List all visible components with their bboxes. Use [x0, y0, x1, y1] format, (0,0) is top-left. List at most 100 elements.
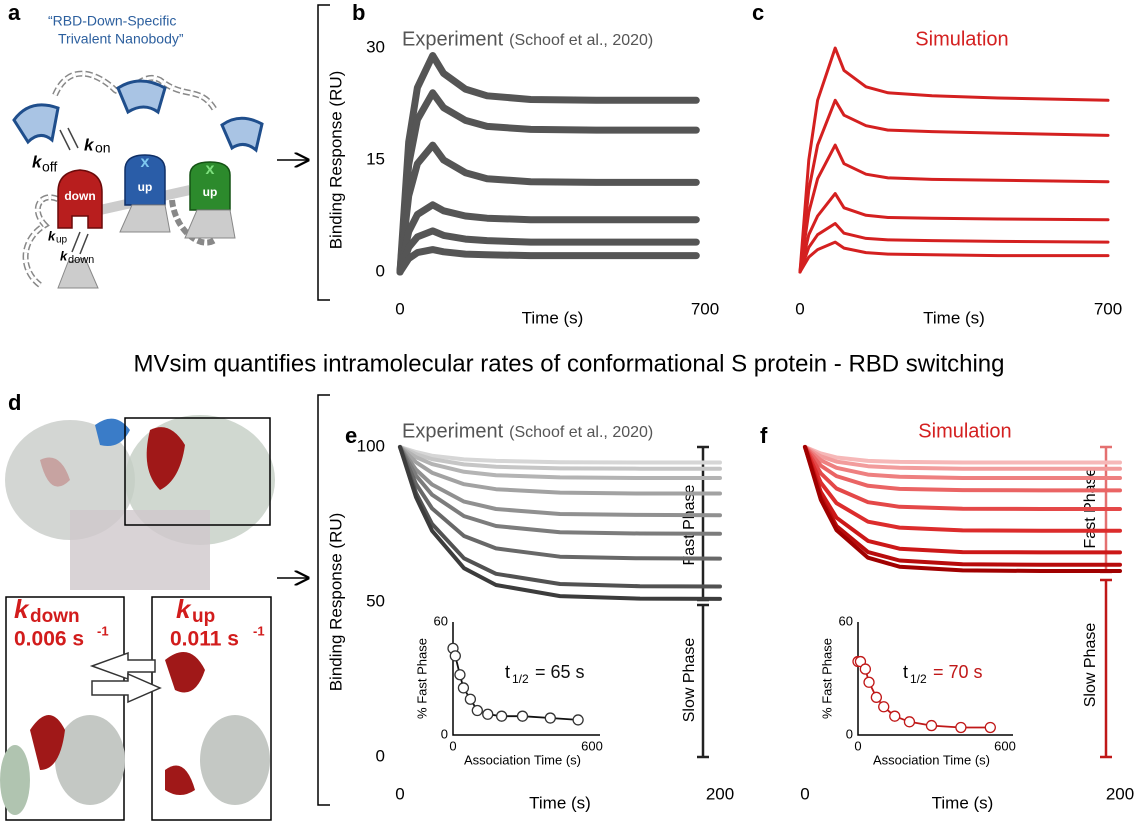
data-line [798, 222, 1110, 274]
y-tick-label: 15 [366, 149, 385, 168]
inset-background [408, 614, 612, 782]
slow-phase-label: Slow Phase [1082, 623, 1099, 708]
x-tick-label: 0 [795, 299, 804, 318]
rate-sub: on [95, 140, 111, 156]
rate-sub: up [56, 235, 68, 246]
data-point [516, 710, 529, 722]
data-point [495, 710, 508, 722]
rate-k: k [48, 228, 56, 243]
x-axis-label: Time (s) [932, 793, 994, 812]
rate-exp: -1 [97, 623, 109, 638]
rate-sub: off [42, 159, 57, 175]
y-tick-label: 100 [357, 436, 385, 455]
chart-title: Simulation [915, 28, 1008, 50]
data-point [449, 650, 461, 662]
x-axis-label: Association Time (s) [873, 752, 990, 767]
bound-mark: x [206, 161, 215, 178]
rate-k: k [176, 594, 192, 624]
data-line [398, 445, 722, 601]
data-point [454, 669, 466, 681]
data-point [464, 693, 477, 705]
data-line [398, 445, 722, 465]
data-line [398, 445, 722, 471]
nanobody-diagram [12, 70, 264, 289]
annotation: 1/2 [512, 672, 529, 686]
annotation: = 65 s [535, 662, 585, 682]
chart-title: Experiment [402, 28, 504, 50]
domain-label: up [138, 180, 153, 194]
data-line [798, 46, 1110, 274]
rate-sub: down [68, 254, 94, 266]
panel-label: c [752, 0, 764, 25]
data-point [889, 710, 901, 722]
panel-label: a [8, 0, 21, 25]
chart-subtitle: (Schoof et al., 2020) [509, 424, 653, 441]
chart-subtitle: (Schoof et al., 2020) [509, 32, 653, 49]
data-point [984, 721, 996, 734]
x-axis-label: Time (s) [529, 793, 591, 812]
x-tick-label: 0 [449, 738, 456, 753]
bracket [317, 394, 330, 806]
panel-label: b [352, 0, 365, 25]
x-tick-label: 600 [994, 738, 1016, 753]
x-axis-label: Time (s) [923, 308, 985, 327]
panel-label: e [345, 423, 357, 448]
rate-k: k [60, 248, 68, 263]
y-axis-label: Binding Response (RU) [326, 71, 345, 250]
data-line [398, 445, 722, 518]
x-tick-label: 0 [395, 299, 404, 318]
data-line [803, 445, 1122, 573]
annotation: t [505, 662, 510, 682]
data-point [471, 704, 483, 717]
domain-label: down [64, 189, 95, 203]
data-line [798, 240, 1110, 274]
data-line [803, 445, 1122, 511]
data-line [398, 445, 722, 589]
y-tick-label: 30 [366, 37, 385, 56]
y-tick-label: 0 [441, 726, 448, 741]
data-line [396, 52, 700, 276]
nanobody-label: Trivalent Nanobody” [58, 31, 184, 47]
chart-title: Experiment [402, 420, 504, 442]
rate-value: 0.011 s [170, 628, 239, 651]
data-line [396, 89, 700, 276]
data-point [544, 712, 556, 724]
data-line [398, 445, 722, 561]
inset-background [813, 614, 1025, 782]
rate-k: k [84, 135, 95, 154]
domain-label: up [203, 185, 218, 199]
bound-mark: x [141, 154, 150, 171]
data-point [878, 701, 890, 713]
x-tick-label: 700 [691, 299, 719, 318]
phase-bracket [1100, 445, 1112, 759]
y-tick-label: 60 [434, 613, 448, 628]
data-point [903, 716, 916, 728]
x-tick-label: 0 [800, 784, 809, 803]
y-axis-label: % Fast Phase [819, 638, 834, 719]
data-point [457, 682, 470, 694]
data-line [803, 445, 1122, 465]
x-tick-label: 700 [1094, 299, 1122, 318]
data-line [398, 445, 722, 536]
rate-k: k [14, 594, 30, 624]
data-point [870, 691, 883, 703]
data-point [572, 714, 584, 726]
data-line [396, 227, 700, 276]
y-axis-label: Binding Response (RU) [326, 513, 345, 692]
data-line [398, 445, 722, 496]
x-axis-label: Association Time (s) [464, 752, 581, 767]
panel-label: d [8, 390, 21, 415]
chart-title: Simulation [918, 420, 1011, 442]
bracket [317, 4, 330, 301]
annotation: = 70 s [933, 662, 983, 682]
x-tick-label: 200 [1106, 784, 1134, 803]
x-tick-label: 600 [581, 738, 603, 753]
y-tick-label: 0 [846, 726, 853, 741]
rate-value: 0.006 s [14, 628, 84, 651]
data-line [798, 98, 1110, 274]
annotation: 1/2 [910, 672, 927, 686]
data-point [925, 719, 938, 732]
data-line [396, 141, 700, 276]
data-point [482, 708, 494, 720]
